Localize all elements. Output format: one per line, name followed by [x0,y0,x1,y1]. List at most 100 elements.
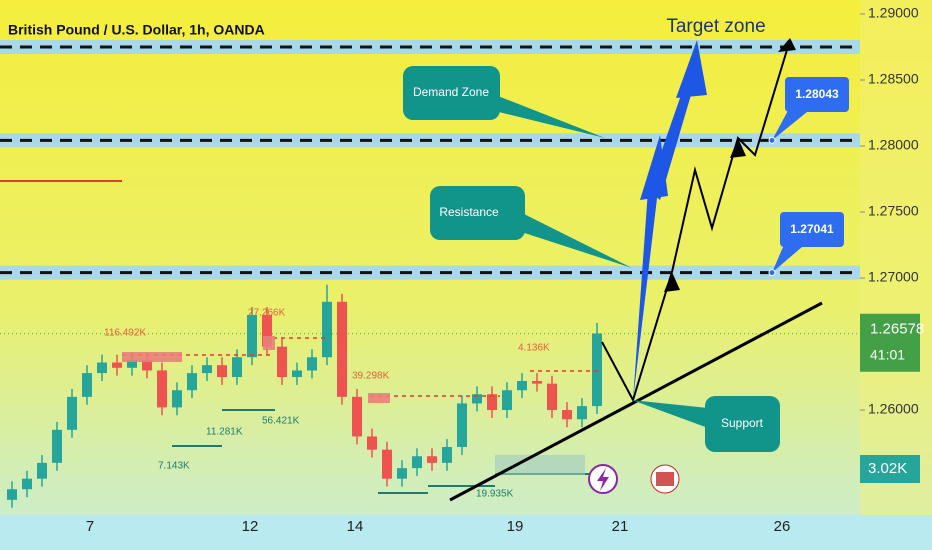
x-tick-label: 21 [612,518,629,535]
projection-path [671,39,791,273]
x-tick-label: 14 [347,518,364,535]
candle-body [262,314,272,347]
x-tick-label: 19 [507,518,524,535]
level-dot [768,136,776,144]
event-icon-glyph [597,468,609,491]
level-label-box [780,212,844,247]
chart-title: British Pound / U.S. Dollar, 1h, OANDA [8,22,265,38]
callout-pointer [632,400,708,428]
candle-body [277,346,287,378]
x-tick-label: 7 [86,518,94,535]
candle-body [517,381,527,391]
candle-body [532,381,542,384]
candle-body [232,357,242,378]
candle-body [217,365,227,378]
candle-body [367,436,377,450]
consolidation-box [495,455,585,475]
candle-body [37,462,47,479]
price-box [860,313,920,372]
candle-body [7,489,17,500]
level-label: 1.28043 [795,87,839,101]
candle-body [547,383,557,411]
candle-body [352,396,362,437]
supply-boxes [122,336,390,403]
candle-body [292,370,302,378]
candle-body [442,447,452,463]
candle-body [307,357,317,371]
volume-note: 19.935K [476,489,514,500]
y-tick-label: 1.28500 [868,71,919,87]
callout-pointer [772,240,802,273]
candle-body [157,370,167,408]
y-axis-band [860,0,932,515]
candle-body [382,449,392,479]
candle-body [112,362,122,368]
volume-note: 56.421K [262,416,300,427]
overlay-layer: 1.29000 1.28500 1.28000 1.27500 1.27000 1.260… [86,5,924,535]
candle-body [592,333,602,407]
callout-pointer [500,212,632,268]
price-label: 1.26578 [870,321,924,338]
candle-body [322,301,332,358]
level-label: 1.27041 [790,222,834,236]
y-tick-label: 1.26000 [868,401,919,417]
callout-box [705,396,780,452]
annotation: Support [721,416,764,430]
callout-box [430,186,525,240]
candle-body [67,396,77,430]
candle-body [202,365,212,374]
candle-body [337,301,347,397]
x-tick-label: 26 [774,518,791,535]
candle-body [487,394,497,411]
volume-notes: 116.492K 27.266K 39.298K 4.136K 11.281K … [104,308,550,500]
candle-body [22,478,32,490]
annotation: Demand Zone [413,85,489,99]
x-tick-label: 12 [242,518,259,535]
candle-body [562,410,572,420]
volume-note: 4.136K [518,343,550,354]
blue-arrow [633,190,658,400]
x-axis-band [0,515,932,550]
candle-layer [7,284,602,508]
volume-box [860,455,920,483]
volume-label: 3.02K [868,460,907,477]
level-dot [768,269,776,277]
blue-arrow [676,40,707,98]
candle-body [412,456,422,469]
callout-box [403,66,500,120]
candle-body [127,359,137,368]
candle-body [577,406,587,420]
blue-arrow [648,75,696,200]
support-trendline [449,301,823,502]
volume-note: 7.143K [158,461,190,472]
annotation: Resistance [439,205,499,219]
candle-body [187,373,197,391]
volume-note: 116.492K [104,328,146,339]
grid-layer [0,13,865,411]
candle-body [52,429,62,463]
candle-body [82,373,92,397]
annotation: Target zone [666,16,765,37]
candle-body [142,359,152,371]
y-tick-label: 1.27500 [868,203,919,219]
callout-pointer [470,96,605,138]
event-icon-glyph [656,472,674,486]
volume-note: 27.266K [248,308,286,319]
candle-body [427,456,437,463]
candle-body [172,390,182,408]
volume-note: 39.298K [352,371,390,382]
candle-body [472,394,482,404]
y-tick-label: 1.29000 [868,5,919,21]
arrowheads [664,38,796,292]
y-tick-label: 1.28000 [868,137,919,153]
candle-body [397,468,407,479]
candle-body [97,362,107,374]
y-tick-label: 1.27000 [868,269,919,285]
candle-body [502,390,512,411]
level-label-box [785,77,849,112]
callout-pointer [772,105,807,141]
volume-note: 11.281K [206,427,243,438]
countdown: 41:01 [870,346,905,362]
